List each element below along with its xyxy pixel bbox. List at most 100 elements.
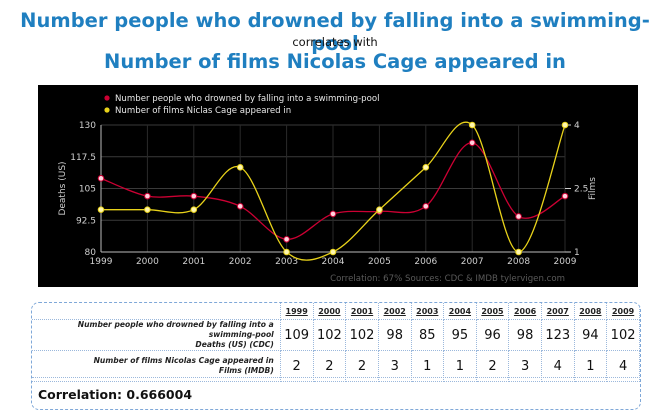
year-header: 2002	[378, 303, 412, 320]
year-header: 2007	[541, 303, 575, 320]
table-cell: 1	[443, 350, 477, 382]
table-cell: 102	[345, 319, 379, 351]
y-tick-label: 117.5	[70, 153, 96, 163]
chart-title-connector: correlates with	[292, 35, 378, 49]
films-data-point	[515, 248, 522, 256]
line-chart: 80 92.5 105 117.5 130 1999 2000 2001 2002 2003 200…	[58, 94, 598, 284]
x-tick-label: 2004	[322, 257, 345, 267]
drownings-data-point	[97, 175, 105, 182]
table-cell: 4	[541, 350, 575, 382]
chart-title-line-2: Number of films Nicolas Cage appeared in	[104, 50, 566, 73]
row-label-main: Number people who drowned by falling int…	[77, 320, 274, 339]
films-data-point	[376, 206, 383, 213]
x-tick-label: 2000	[136, 257, 159, 267]
y-tick-label: 80	[85, 248, 97, 258]
table-cell: 2	[345, 350, 379, 382]
table-row: Number people who drowned by falling int…	[32, 319, 640, 351]
films-data-point	[190, 206, 198, 213]
year-header: 2000	[313, 303, 347, 320]
films-data-point	[144, 206, 151, 213]
year-header: 2004	[443, 303, 477, 320]
films-data-point	[236, 164, 244, 171]
row-label: Number of films Nicolas Cage appeared in…	[32, 350, 281, 382]
table-divider	[32, 377, 640, 378]
y-axis-label: Deaths (US)	[58, 161, 68, 215]
table-cell: 98	[508, 319, 542, 351]
legend-label: Number of films Niclas Cage appeared in	[115, 106, 291, 116]
drownings-data-point	[561, 192, 569, 200]
x-tick-label: 2009	[554, 257, 577, 267]
correlation-label: Correlation: 0.666004	[38, 387, 193, 402]
films-data-point	[422, 164, 430, 171]
drownings-data-point	[236, 202, 244, 210]
drownings-data-point	[422, 202, 430, 210]
year-header: 1999	[280, 303, 314, 320]
year-header: 2003	[411, 303, 445, 320]
drownings-data-point	[190, 192, 198, 200]
legend-marker	[104, 95, 110, 101]
table-cell: 2	[313, 350, 347, 382]
y2-tick-label: 2.5	[574, 185, 588, 195]
drownings-data-point	[329, 210, 337, 218]
data-table-box: 1999 2000 2001 2002 2003 2004 2005 2006 …	[31, 302, 641, 410]
table-cell: 123	[541, 319, 575, 351]
table-cell: 3	[508, 350, 542, 382]
x-tick-label: 2006	[414, 257, 437, 267]
chart-panel: 80 92.5 105 117.5 130 1999 2000 2001 2002 2003 200…	[38, 85, 638, 287]
x-tick-label: 2003	[275, 257, 298, 267]
table-cell: 2	[280, 350, 314, 382]
x-tick-label: 1999	[90, 257, 113, 267]
y-tick-label: 92.5	[76, 216, 96, 226]
row-label-unit: Deaths (US) (CDC)	[195, 340, 274, 349]
table-header-row: 1999 2000 2001 2002 2003 2004 2005 2006 …	[32, 303, 640, 320]
year-header: 2008	[574, 303, 608, 320]
table-cell: 109	[280, 319, 314, 351]
row-label-main: Number of films Nicolas Cage appeared in	[93, 356, 274, 365]
drownings-data-point	[283, 236, 290, 243]
x-tick-label: 2002	[229, 257, 252, 267]
data-table: 1999 2000 2001 2002 2003 2004 2005 2006 …	[32, 303, 640, 382]
y-tick-label: 105	[79, 185, 96, 195]
table-cell: 98	[378, 319, 412, 351]
drownings-data-point	[468, 139, 476, 147]
y2-tick-label: 4	[574, 121, 580, 131]
drownings-series-line	[100, 142, 566, 240]
y2-tick-label: 1	[574, 248, 580, 258]
year-header: 2005	[476, 303, 510, 320]
y2-axis-label: Films	[588, 177, 598, 200]
films-data-point	[468, 121, 476, 129]
x-tick-label: 2005	[368, 257, 391, 267]
year-header: 2006	[508, 303, 542, 320]
legend-marker	[104, 107, 110, 113]
legend-label: Number people who drowned by falling int…	[115, 94, 380, 104]
drownings-data-point	[144, 192, 151, 200]
x-tick-label: 2001	[182, 257, 205, 267]
chart-footer: Correlation: 67% Sources: CDC & IMDB tyl…	[330, 274, 565, 284]
table-cell: 1	[411, 350, 445, 382]
year-header: 2009	[606, 303, 640, 320]
x-tick-label: 2008	[507, 257, 530, 267]
drownings-data-point	[515, 213, 522, 220]
films-data-point	[561, 121, 569, 129]
table-cell: 102	[313, 319, 347, 351]
table-cell: 94	[574, 319, 608, 351]
table-cell: 95	[443, 319, 477, 351]
chart-title-line-1: Number people who drowned by falling int…	[20, 9, 650, 55]
table-cell: 3	[378, 350, 412, 382]
x-tick-label: 2007	[461, 257, 484, 267]
table-cell: 1	[574, 350, 608, 382]
films-data-point	[283, 248, 290, 256]
table-row: Number of films Nicolas Cage appeared in…	[32, 350, 640, 382]
table-cell: 85	[411, 319, 445, 351]
row-label-unit: Films (IMDB)	[218, 366, 274, 375]
table-cell: 2	[476, 350, 510, 382]
films-data-point	[329, 248, 337, 256]
row-label: Number people who drowned by falling int…	[32, 319, 281, 351]
table-cell: 4	[606, 350, 640, 382]
table-cell: 102	[606, 319, 640, 351]
year-header: 2001	[345, 303, 379, 320]
table-corner-cell	[32, 303, 281, 320]
table-cell: 96	[476, 319, 510, 351]
films-data-point	[97, 206, 105, 213]
y-tick-label: 130	[79, 121, 96, 131]
